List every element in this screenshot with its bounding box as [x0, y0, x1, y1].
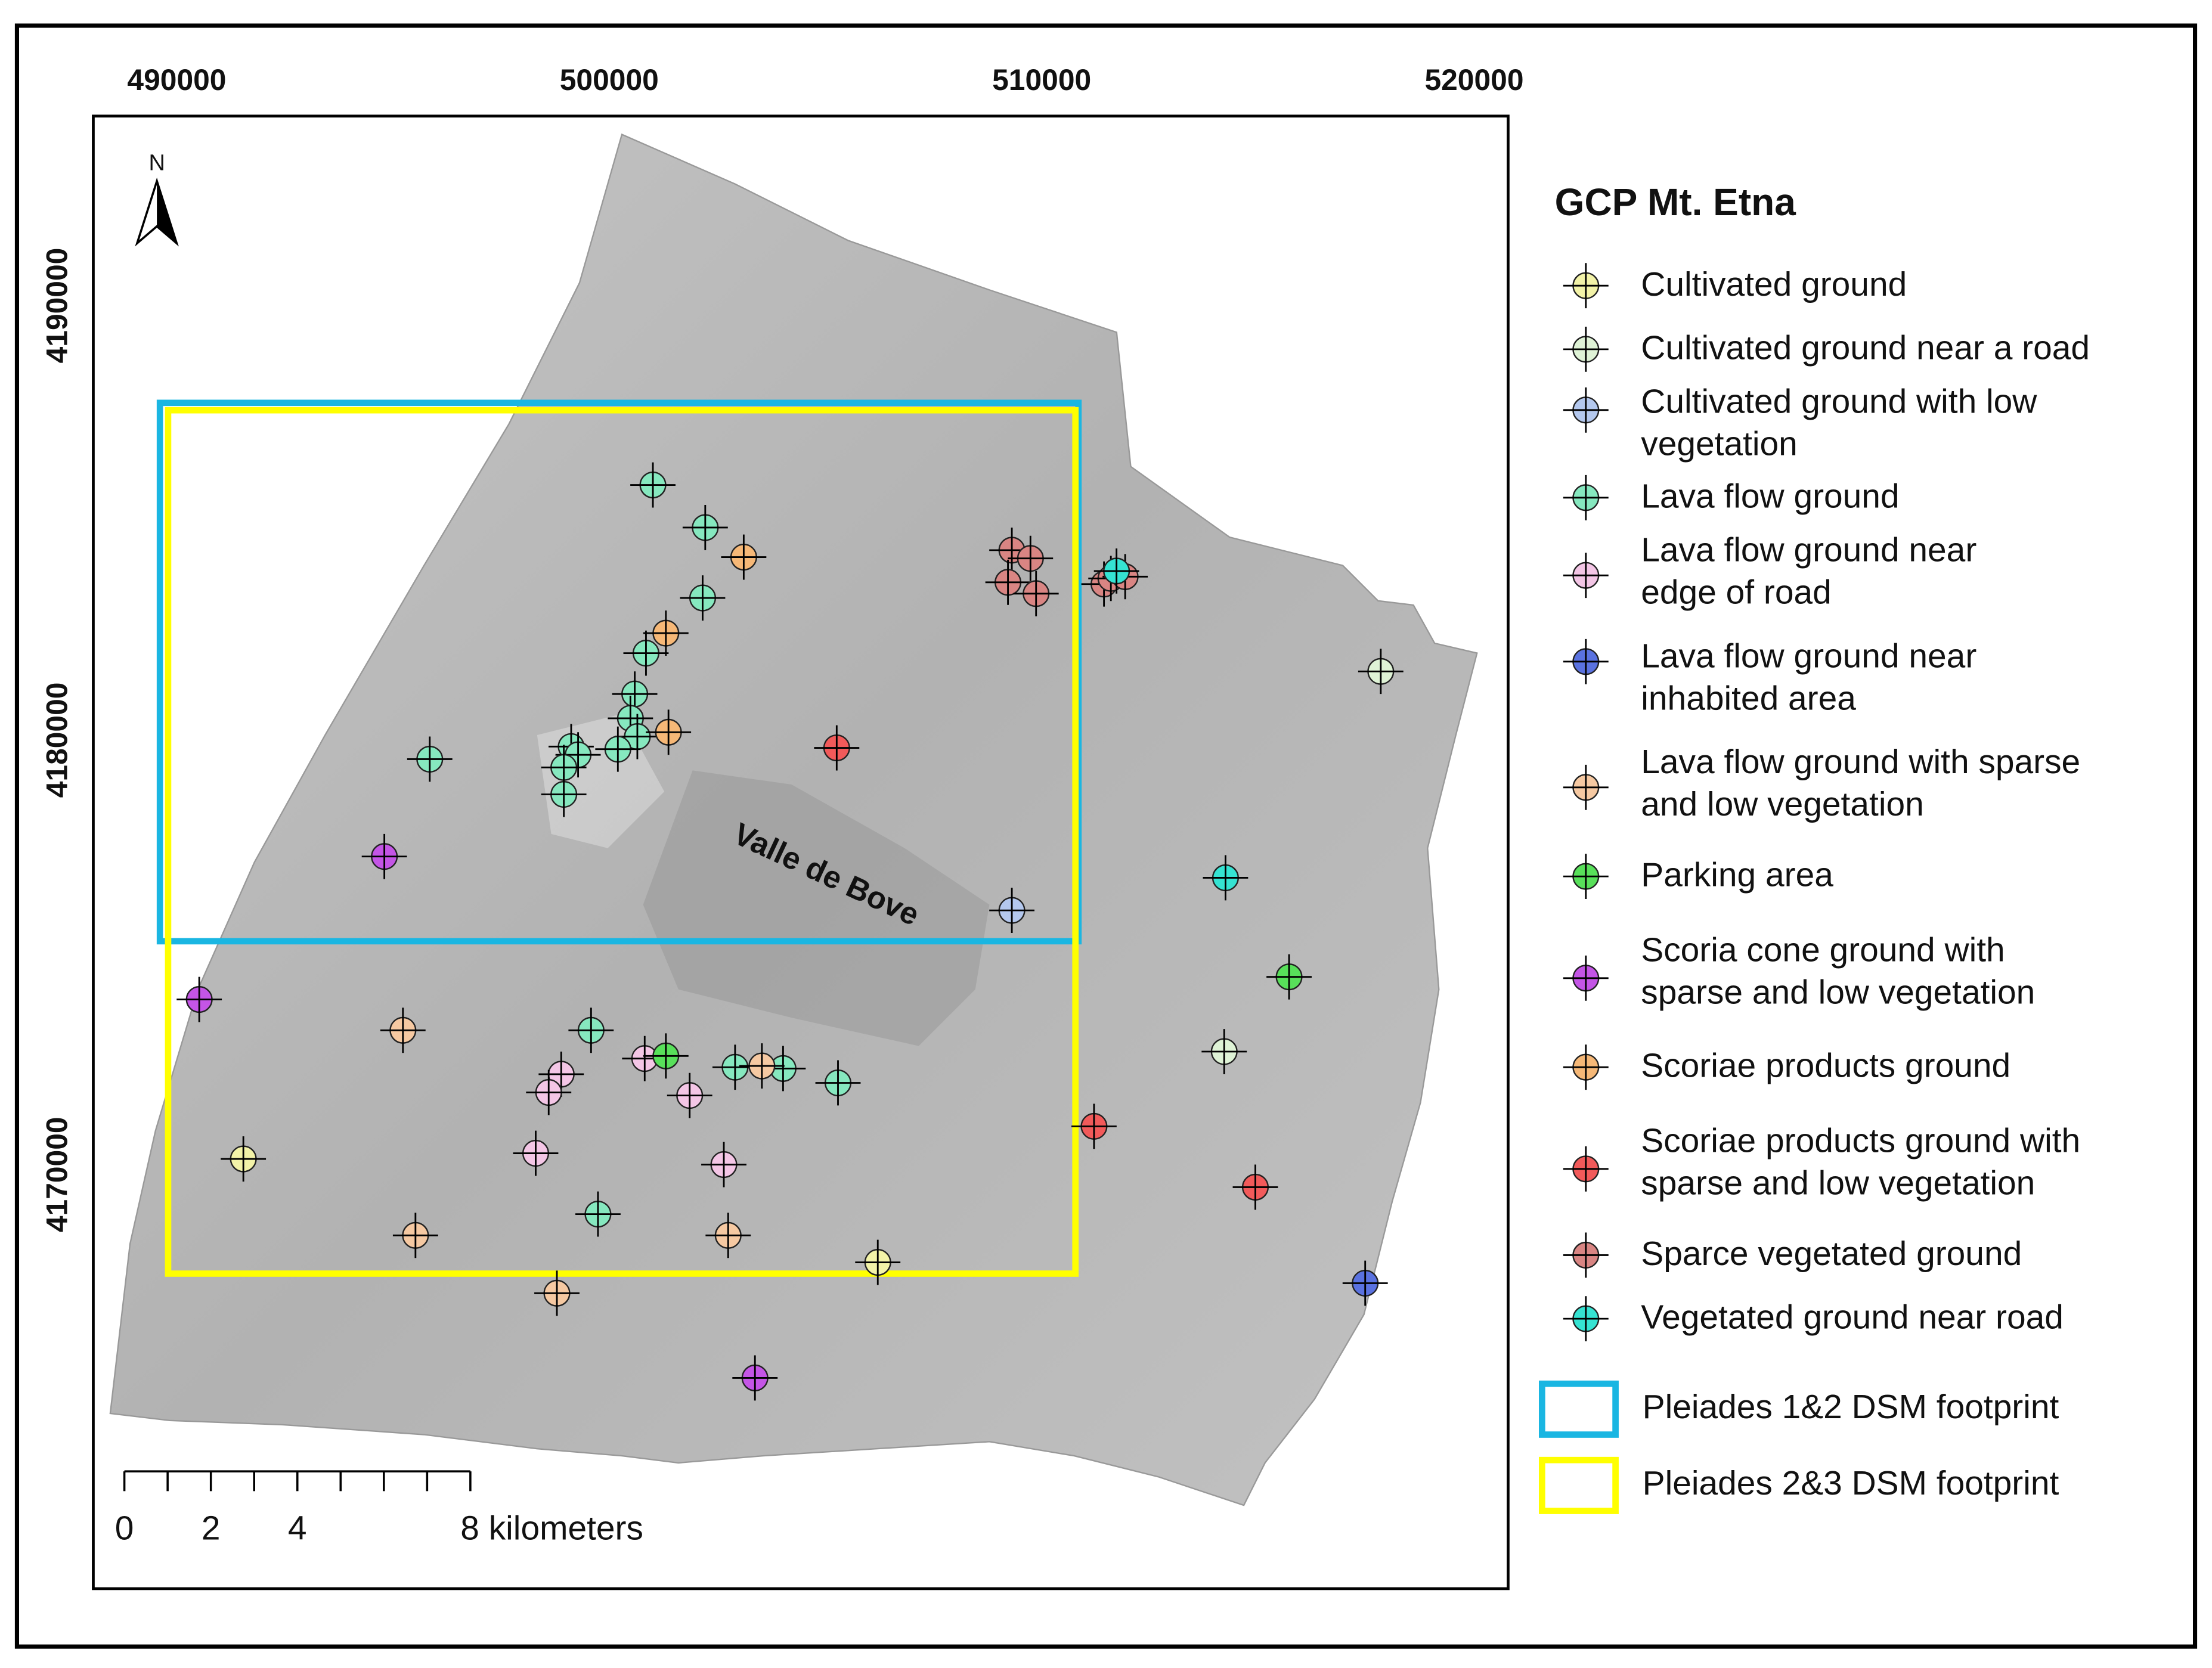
legend-footprint-symbol [1538, 1456, 1619, 1514]
legend-item: Cultivated ground near a road [1641, 329, 2090, 368]
legend-title: GCP Mt. Etna [1555, 181, 1796, 224]
legend-item: Sparce vegetated ground [1641, 1235, 2022, 1274]
x-tick-label: 510000 [992, 63, 1091, 97]
y-tick-label: 4190000 [41, 248, 74, 364]
legend-item: Vegetated ground near road [1641, 1298, 2064, 1337]
y-tick-label: 4180000 [41, 683, 74, 798]
scale-label: 8 kilometers [460, 1509, 643, 1548]
y-tick-label: 4170000 [41, 1117, 74, 1232]
legend-label: Pleiades 1&2 DSM footprint [1643, 1388, 2059, 1426]
legend-label: Cultivated ground [1641, 266, 1907, 305]
legend-item: Lava flow ground near inhabited area [1641, 637, 1977, 718]
valley-shading [643, 770, 990, 1046]
legend-item: Lava flow ground near edge of road [1641, 531, 1977, 612]
legend-label: Lava flow ground [1641, 478, 1900, 516]
legend-item: Scoria cone ground with sparse and low v… [1641, 931, 2036, 1012]
legend-label: Scoriae products ground with sparse and … [1641, 1122, 2081, 1203]
footprint [165, 407, 1079, 1277]
footprint-layer [156, 399, 1082, 1277]
legend-label: Scoria cone ground with sparse and low v… [1641, 931, 2036, 1012]
x-tick-label: 490000 [127, 63, 226, 97]
north-label: N [148, 150, 165, 175]
legend-footprint-symbol [1538, 1380, 1619, 1438]
scale-label: 2 [202, 1509, 221, 1548]
x-tick-label: 520000 [1424, 63, 1523, 97]
legend-label: Cultivated ground near a road [1641, 329, 2090, 368]
legend-label: Scoriae products ground [1641, 1047, 2011, 1086]
legend-item: Lava flow ground with sparse and low veg… [1641, 743, 2081, 824]
legend-label: Parking area [1641, 856, 1833, 895]
scale-bar: 0 2 4 8 kilometers [115, 1470, 643, 1548]
north-arrow-half [157, 181, 177, 244]
legend-label: Vegetated ground near road [1641, 1298, 2064, 1337]
legend-label: Lava flow ground near edge of road [1641, 531, 1977, 612]
scale-label: 4 [288, 1509, 307, 1548]
legend-item: Scoriae products ground [1641, 1047, 2011, 1086]
legend: Cultivated ground Cultivated ground near … [1538, 263, 2090, 1514]
scale-label: 0 [115, 1509, 134, 1548]
legend-label: Cultivated ground with low vegetation [1641, 383, 2037, 464]
point-layer [176, 462, 1404, 1401]
hillshade-terrain [109, 133, 1478, 1506]
outer-border [14, 23, 2198, 1649]
legend-item: Cultivated ground [1641, 266, 1907, 305]
legend-label: Sparce vegetated ground [1641, 1235, 2022, 1274]
legend-label: Pleiades 2&3 DSM footprint [1643, 1464, 2059, 1502]
legend-item: Cultivated ground with low vegetation [1641, 383, 2037, 464]
legend-item: Scoriae products ground with sparse and … [1641, 1122, 2081, 1203]
x-tick-label: 500000 [560, 63, 659, 97]
legend-label: Lava flow ground near inhabited area [1641, 637, 1977, 718]
legend-item: Lava flow ground [1641, 478, 1900, 516]
legend-label: Lava flow ground with sparse and low veg… [1641, 743, 2081, 824]
legend-item: Parking area [1641, 856, 1833, 895]
